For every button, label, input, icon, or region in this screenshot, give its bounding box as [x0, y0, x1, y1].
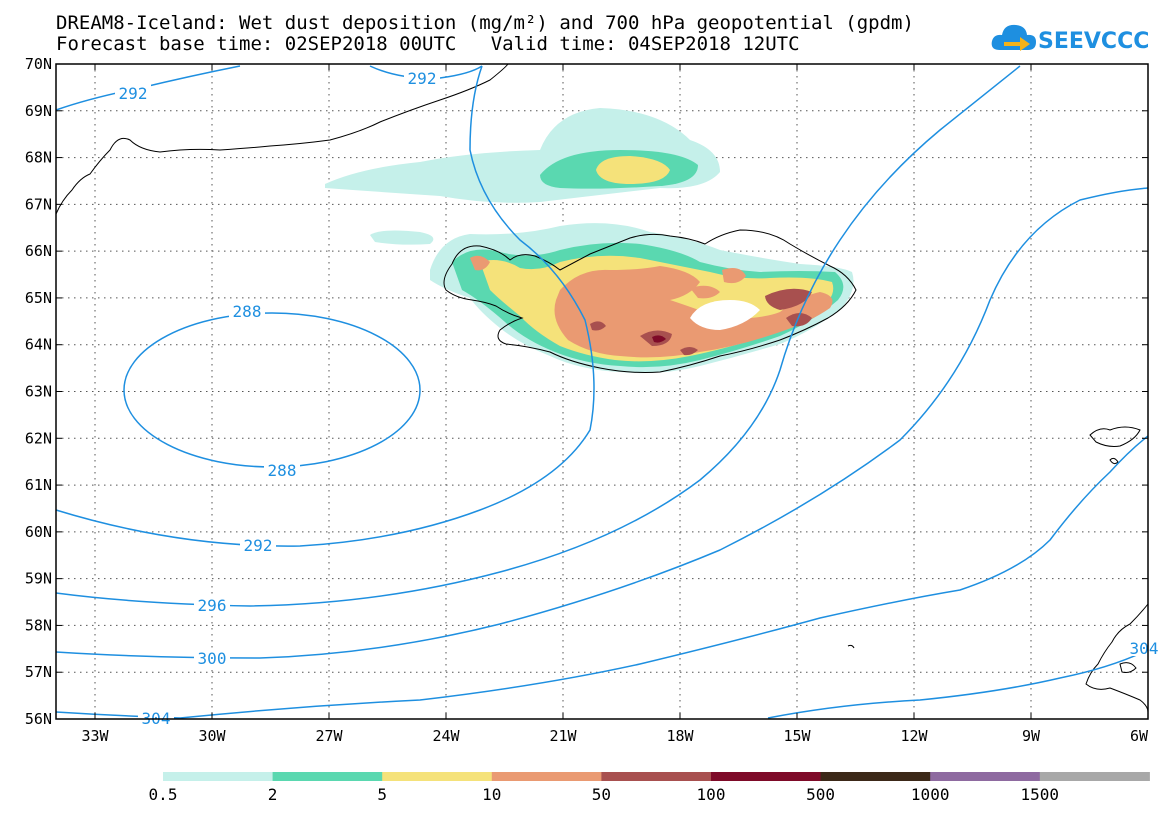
colorbar-swatch — [491, 772, 602, 781]
latitude-label: 60N — [25, 523, 52, 541]
logo-text: SEEVCCC — [1038, 29, 1149, 54]
latitude-label: 66N — [25, 242, 52, 260]
forecast-base-time: Forecast base time: 02SEP2018 00UTC — [56, 33, 457, 55]
colorbar-swatch — [820, 772, 931, 781]
seevccc-logo: SEEVCCC — [991, 24, 1149, 54]
contour-label-bg — [404, 69, 440, 86]
valid-time: Valid time: 04SEP2018 12UTC — [490, 33, 800, 55]
colorbar-label: 10 — [482, 785, 501, 804]
longitude-label: 24W — [432, 727, 460, 745]
contour-label: 288 — [233, 302, 262, 321]
latitude-label: 69N — [25, 102, 52, 120]
latitude-label: 58N — [25, 616, 52, 634]
latitude-label: 68N — [25, 149, 52, 167]
colorbar-label: 100 — [697, 785, 726, 804]
colorbar-swatch — [272, 772, 383, 781]
longitude-label: 21W — [549, 727, 577, 745]
colorbar-swatch — [382, 772, 493, 781]
coastlines — [55, 63, 1149, 713]
colorbar-swatch — [601, 772, 712, 781]
contour-label: 292 — [119, 84, 148, 103]
colorbar-label: 0.5 — [149, 785, 178, 804]
latitude-label: 63N — [25, 383, 52, 401]
contour-label-bg — [229, 302, 265, 319]
colorbar-swatch — [711, 772, 822, 781]
map-subtitle: Forecast base time: 02SEP2018 00UTC Vali… — [56, 34, 800, 54]
colorbar-label: 50 — [592, 785, 611, 804]
contour-label-bg — [240, 536, 276, 553]
latitude-label: 67N — [25, 195, 52, 213]
longitude-label: 18W — [666, 727, 694, 745]
colorbar-label: 1000 — [911, 785, 950, 804]
contour-label: 300 — [198, 649, 227, 668]
latitude-label: 65N — [25, 289, 52, 307]
latitude-label: 70N — [25, 55, 52, 73]
longitude-label: 33W — [81, 727, 109, 745]
contour-label-bg — [264, 461, 300, 478]
contour-label: 304 — [1130, 639, 1159, 658]
colorbar-swatch — [163, 772, 274, 781]
contour-label-bg — [194, 596, 230, 613]
contour-label-bg — [194, 649, 230, 666]
axis-ticks — [56, 63, 1149, 720]
axis-labels: 70N 69N 68N 67N 66N 65N 64N 63N 62N 61N 60N 59N 58N 5… — [25, 55, 1149, 745]
contour-label-bg — [1126, 639, 1162, 656]
colorbar-label: 2 — [268, 785, 278, 804]
colorbar-labels: 0.5 2 5 10 50 100 500 1000 1500 — [149, 785, 1060, 804]
latitude-label: 57N — [25, 663, 52, 681]
longitude-label: 27W — [315, 727, 343, 745]
longitude-label: 6W — [1130, 727, 1149, 745]
contour-label-bg — [115, 84, 151, 101]
dust-deposition-field — [325, 108, 854, 374]
longitude-label: 15W — [783, 727, 811, 745]
colorbar-swatch — [1039, 772, 1150, 781]
longitude-label: 12W — [900, 727, 928, 745]
colorbar-label: 1500 — [1021, 785, 1060, 804]
map-title: DREAM8-Iceland: Wet dust deposition (mg/… — [56, 12, 914, 34]
contour-label-bg — [138, 709, 174, 726]
colorbar-swatch — [930, 772, 1041, 781]
latitude-label: 62N — [25, 429, 52, 447]
colorbar-label: 500 — [806, 785, 835, 804]
colorbar-label: 5 — [377, 785, 387, 804]
latitude-label: 61N — [25, 476, 52, 494]
latitude-label: 64N — [25, 336, 52, 354]
contour-label: 296 — [198, 596, 227, 615]
contour-label: 292 — [244, 536, 273, 555]
contour-label: 288 — [268, 461, 297, 480]
contour-label: 292 — [408, 69, 437, 88]
longitude-label: 9W — [1022, 727, 1041, 745]
latitude-label: 59N — [25, 570, 52, 588]
arrow-icon — [1004, 37, 1030, 51]
longitude-label: 30W — [198, 727, 226, 745]
colorbar-swatches — [163, 772, 1150, 781]
latitude-label: 56N — [25, 710, 52, 728]
